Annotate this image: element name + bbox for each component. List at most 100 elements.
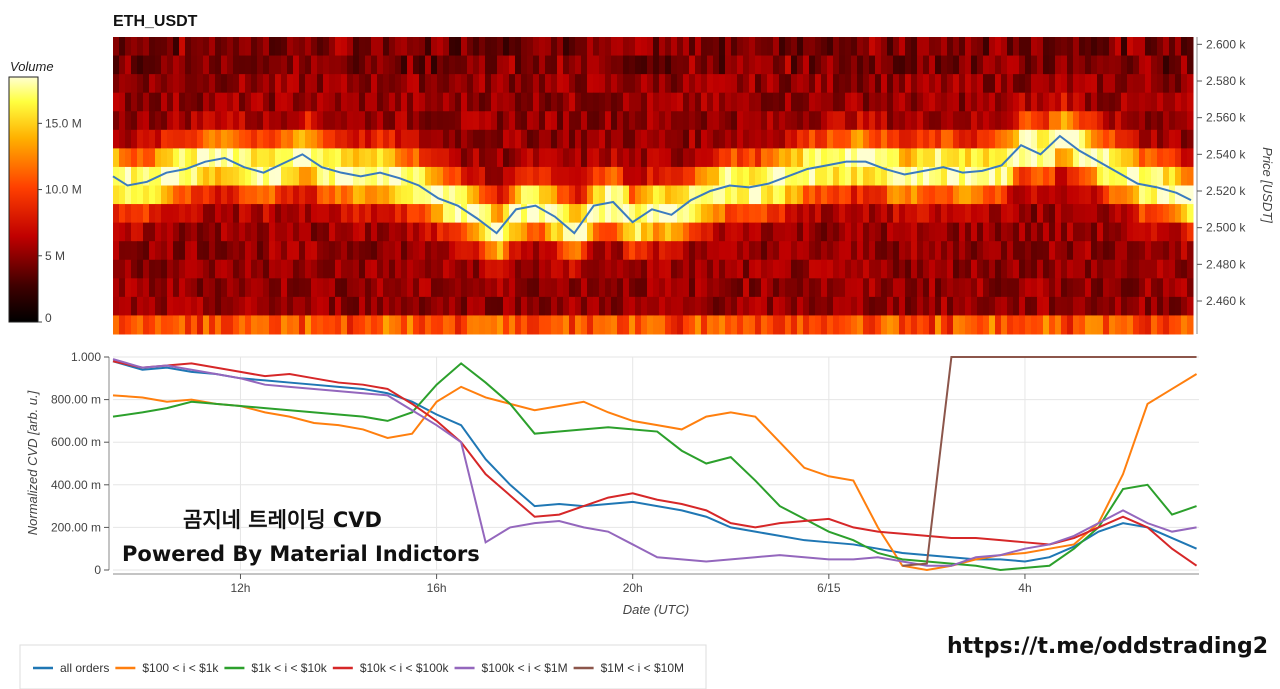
heatmap-cell	[719, 166, 726, 186]
heatmap-cell	[815, 259, 822, 279]
heatmap-cell	[539, 92, 546, 112]
heatmap-cell	[341, 111, 348, 131]
heatmap-cell	[1175, 315, 1182, 335]
heatmap-cell	[299, 185, 306, 205]
heatmap-cell	[1025, 37, 1032, 57]
heatmap-cell	[251, 148, 258, 168]
heatmap-cell	[737, 241, 744, 261]
heatmap-cell	[509, 55, 516, 75]
heatmap-cell	[431, 278, 438, 298]
heatmap-cell	[737, 148, 744, 168]
heatmap-cell	[641, 148, 648, 168]
heatmap-cell	[257, 55, 264, 75]
heatmap-cell	[1121, 241, 1128, 261]
legend-entry[interactable]: $1M < i < $10M	[601, 661, 684, 675]
heatmap-cell	[1025, 315, 1032, 335]
heatmap-cell	[839, 185, 846, 205]
heatmap-cell	[167, 204, 174, 224]
heatmap-cell	[425, 259, 432, 279]
legend-entry[interactable]: $100k < i < $1M	[482, 661, 568, 675]
heatmap-cell	[1007, 241, 1014, 261]
cvd-series-line	[902, 356, 1197, 567]
heatmap-cell	[1001, 315, 1008, 335]
heatmap-cell	[425, 92, 432, 112]
heatmap-cell	[437, 185, 444, 205]
heatmap-cell	[1121, 74, 1128, 94]
heatmap-cell	[881, 315, 888, 335]
heatmap-cell	[1007, 222, 1014, 242]
heatmap-cell	[545, 185, 552, 205]
heatmap-cell	[1049, 296, 1056, 316]
heatmap-cell	[209, 166, 216, 186]
heatmap-cell	[257, 241, 264, 261]
legend-entry[interactable]: all orders	[60, 661, 109, 675]
heatmap-cell	[419, 278, 426, 298]
heatmap-cell	[665, 55, 672, 75]
heatmap-cell	[1169, 55, 1176, 75]
heatmap-cell	[629, 55, 636, 75]
heatmap-cell	[449, 278, 456, 298]
heatmap-cell	[935, 204, 942, 224]
heatmap-cell	[257, 315, 264, 335]
heatmap-cell	[557, 185, 564, 205]
heatmap-cell	[485, 185, 492, 205]
heatmap-cell	[917, 166, 924, 186]
heatmap-cell	[761, 148, 768, 168]
heatmap-cell	[959, 111, 966, 131]
heatmap-cell	[1043, 37, 1050, 57]
heatmap-cell	[113, 278, 120, 298]
heatmap-cell	[893, 296, 900, 316]
heatmap-cell	[467, 92, 474, 112]
heatmap-cell	[989, 241, 996, 261]
heatmap-cell	[959, 55, 966, 75]
heatmap-cell	[659, 241, 666, 261]
heatmap-cell	[683, 37, 690, 57]
heatmap-cell	[917, 241, 924, 261]
heatmap-cell	[1091, 204, 1098, 224]
heatmap-cell	[365, 259, 372, 279]
heatmap-cell	[179, 74, 186, 94]
heatmap-cell	[965, 259, 972, 279]
heatmap-cell	[893, 259, 900, 279]
heatmap-cell	[371, 148, 378, 168]
heatmap-cell	[113, 204, 120, 224]
heatmap-cell	[677, 259, 684, 279]
heatmap-cell	[1091, 166, 1098, 186]
heatmap-cell	[1187, 55, 1194, 75]
heatmap-cell	[1163, 315, 1170, 335]
heatmap-cell	[977, 204, 984, 224]
heatmap-cell	[551, 129, 558, 149]
legend-entry[interactable]: $10k < i < $100k	[360, 661, 450, 675]
heatmap-cell	[809, 148, 816, 168]
heatmap-cell	[119, 74, 126, 94]
heatmap-cell	[833, 92, 840, 112]
heatmap-cell	[527, 111, 534, 131]
heatmap-cell	[395, 204, 402, 224]
heatmap-cell	[473, 55, 480, 75]
heatmap-cell	[815, 92, 822, 112]
heatmap-cell	[1091, 37, 1098, 57]
heatmap-cell	[551, 222, 558, 242]
heatmap-cell	[761, 129, 768, 149]
legend-entry[interactable]: $1k < i < $10k	[251, 661, 327, 675]
heatmap-cell	[563, 55, 570, 75]
heatmap-cell	[149, 278, 156, 298]
heatmap-cell	[1019, 204, 1026, 224]
heatmap-cell	[905, 241, 912, 261]
heatmap-cell	[761, 92, 768, 112]
heatmap-cell	[545, 148, 552, 168]
heatmap-cell	[125, 55, 132, 75]
heatmap-cell	[1067, 111, 1074, 131]
heatmap-cell	[635, 315, 642, 335]
heatmap-cell	[221, 222, 228, 242]
heatmap-cell	[1181, 222, 1188, 242]
heatmap-cell	[1025, 74, 1032, 94]
legend-entry[interactable]: $100 < i < $1k	[142, 661, 219, 675]
heatmap-cell	[173, 92, 180, 112]
heatmap-cell	[293, 74, 300, 94]
heatmap-cell	[209, 222, 216, 242]
heatmap-cell	[119, 129, 126, 149]
heatmap-cell	[1013, 111, 1020, 131]
heatmap-cell	[947, 92, 954, 112]
heatmap-cell	[251, 129, 258, 149]
